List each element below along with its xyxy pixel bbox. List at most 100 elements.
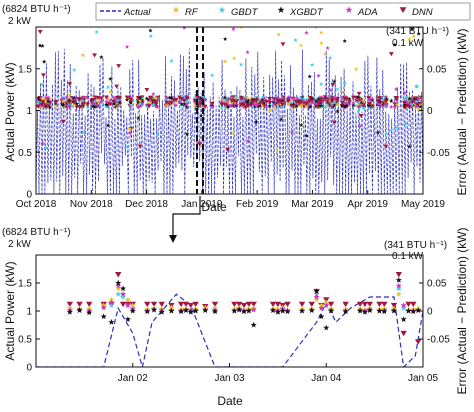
top-plot-area <box>36 27 423 194</box>
bottom-rf-marker <box>124 296 131 303</box>
top-gbdt-marker <box>104 104 109 109</box>
top-dnn-marker <box>267 100 273 105</box>
top-gbdt-marker <box>361 106 366 111</box>
top-ada-marker <box>61 96 66 101</box>
x-tick-label: Jan 05 <box>408 373 438 384</box>
top-ada-marker <box>356 103 362 109</box>
top-dnn-marker <box>404 103 410 108</box>
bottom-rf-marker <box>129 302 136 308</box>
top-ada-marker <box>383 95 389 100</box>
bottom-dnn-marker <box>274 301 282 308</box>
top-dnn-marker <box>90 98 96 103</box>
legend-ada-star-icon <box>345 6 353 13</box>
top-ada-marker <box>151 91 156 96</box>
top-ada-marker <box>177 100 182 105</box>
top-ada-marker <box>308 102 313 107</box>
top-gbdt-marker <box>356 99 362 105</box>
top-dnn-marker <box>304 101 309 106</box>
top-xgbdt-marker <box>347 96 352 101</box>
top-dnn-marker <box>150 98 156 103</box>
x-tick-label: May 2019 <box>401 199 445 210</box>
legend-ada-swatch <box>345 6 353 13</box>
bottom-xgbdt-marker <box>279 307 286 314</box>
top-ada-marker <box>409 96 414 101</box>
y-tick-label: 1.5 <box>18 64 32 75</box>
top-rf-marker <box>192 103 198 108</box>
top-gbdt-marker <box>414 99 419 104</box>
top-ada-marker <box>128 95 133 100</box>
top-rf-marker <box>304 104 309 109</box>
top-dnn-marker <box>77 105 83 110</box>
top-gbdt-marker <box>304 97 309 102</box>
top-rf-marker <box>322 51 328 56</box>
top-xgbdt-marker <box>304 133 309 138</box>
top-xgbdt-marker <box>45 99 51 104</box>
top-gbdt-marker <box>310 62 315 67</box>
top-xgbdt-marker <box>146 97 152 102</box>
top-xgbdt-marker <box>313 98 319 104</box>
top-ada-marker <box>92 101 97 106</box>
top-rf-marker <box>47 96 52 101</box>
top-ada-marker <box>203 97 208 102</box>
top-dnn-marker <box>280 42 286 47</box>
top-gbdt-marker <box>70 104 75 109</box>
top-dnn-marker <box>330 82 336 88</box>
top-ada-marker <box>184 101 189 106</box>
top-rf-marker <box>354 66 359 72</box>
x-tick-label: Nov 2018 <box>70 199 113 210</box>
top-xgbdt-marker <box>248 100 254 105</box>
top-gbdt-marker <box>210 73 215 78</box>
top-gbdt-marker <box>326 95 331 100</box>
bottom-dnn-marker <box>405 301 412 308</box>
legend-gbdt-swatch <box>218 6 226 13</box>
bottom-ada-marker <box>400 302 407 308</box>
bottom-xgbdt-marker <box>108 319 115 325</box>
top-ada-marker <box>381 103 386 108</box>
bottom-xgbdt-marker <box>323 324 330 331</box>
top-gbdt-marker <box>128 101 133 106</box>
legend-rf-star-icon <box>172 6 180 13</box>
bottom-xgbdt-marker <box>187 308 194 315</box>
bottom-dnn-marker <box>119 301 127 308</box>
legend-dnn-label: DNN <box>412 7 433 18</box>
legend-dnn-triangle-icon <box>399 7 407 14</box>
top-left-unit-label: (6824 BTU h⁻¹) <box>2 4 71 15</box>
top-gbdt-marker <box>72 67 77 72</box>
top-gbdt-marker <box>293 37 298 43</box>
top-gbdt-marker <box>328 55 333 60</box>
bottom-gbdt-marker <box>120 293 127 300</box>
top-gbdt-marker <box>105 84 111 90</box>
top-ada-marker <box>231 27 236 31</box>
bottom-xgbdt-marker <box>120 285 127 292</box>
top-gbdt-marker <box>407 97 412 102</box>
top-ada-marker <box>329 103 335 108</box>
top-xgbdt-marker <box>377 99 383 104</box>
bottom-xgbdt-marker <box>76 307 83 313</box>
top-axes: 0 0.5 1 1.5 -0.05 0 0.05 Oct 2018 Nov 2018 Dec 20… <box>16 64 451 210</box>
top-gbdt-marker <box>402 96 407 101</box>
top-dnn-marker <box>76 97 82 102</box>
top-ada-marker <box>72 98 77 103</box>
top-rf-marker <box>232 56 237 61</box>
top-dnn-marker <box>285 99 291 104</box>
top-rf-marker <box>411 34 416 39</box>
top-rf-marker <box>67 95 72 100</box>
bottom-rf-marker <box>395 291 402 297</box>
top-ada-marker <box>416 97 421 102</box>
top-ada-marker <box>45 95 51 100</box>
bottom-dnn-marker <box>308 301 315 308</box>
top-rf-marker <box>319 40 324 46</box>
top-rf-marker <box>274 148 280 153</box>
top-dnn-marker <box>261 103 267 108</box>
top-dnn-marker <box>271 97 277 102</box>
top-dnn-marker <box>375 99 381 104</box>
bottom-xgbdt-marker <box>410 308 417 315</box>
top-dnn-marker <box>177 95 182 100</box>
zoom-connector <box>169 196 201 243</box>
top-rf-marker <box>407 36 412 41</box>
top-gbdt-marker <box>381 97 386 102</box>
x-tick-label: Dec 2018 <box>125 199 168 210</box>
top-xgbdt-marker <box>37 43 43 48</box>
top-xgbdt-marker <box>136 115 141 121</box>
top-gbdt-marker <box>414 84 420 89</box>
